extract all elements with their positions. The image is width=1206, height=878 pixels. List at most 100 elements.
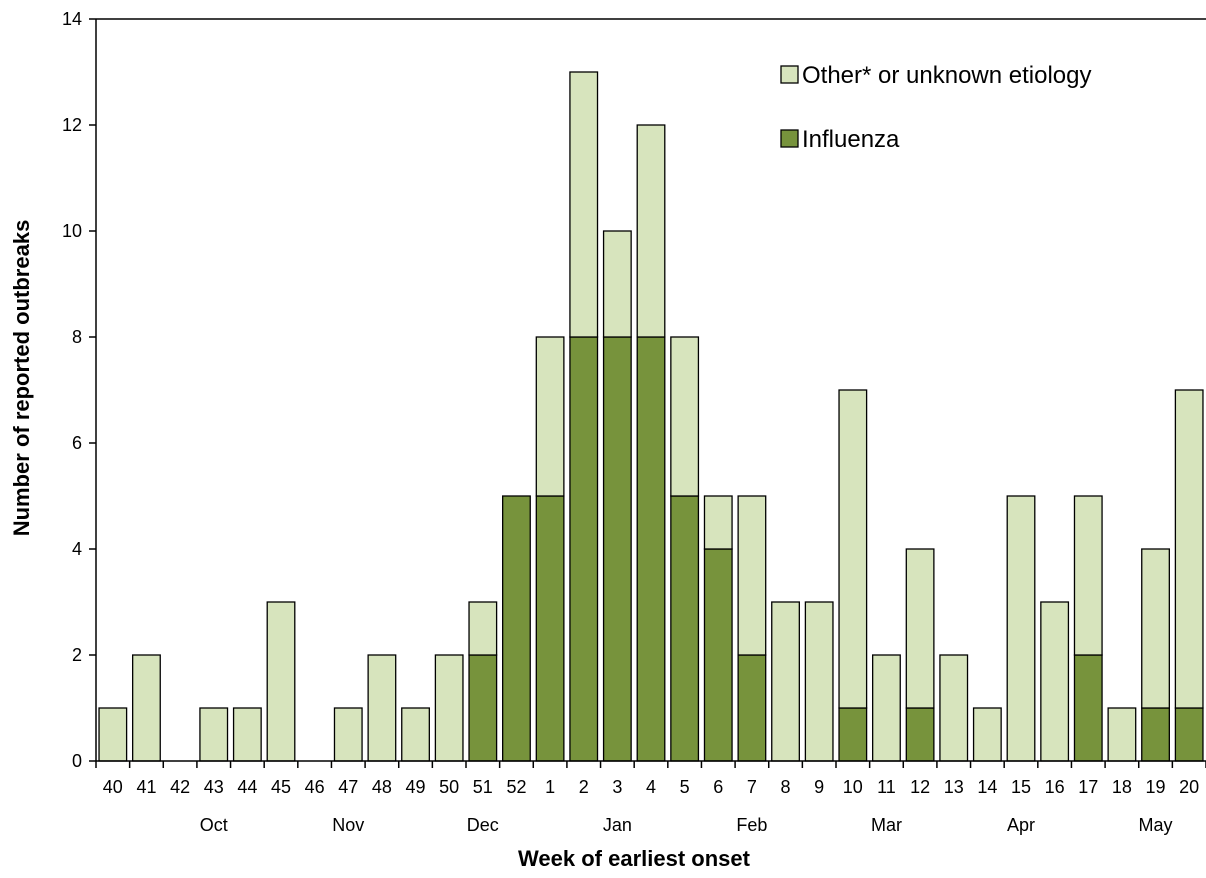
bar-other-week-44 [232, 707, 262, 762]
x-tick-label-52: 52 [506, 777, 526, 797]
bar-other-week-12 [905, 548, 935, 709]
x-tick-label-42: 42 [170, 777, 190, 797]
axes-group [95, 18, 1206, 762]
bar-influenza-week-2 [569, 336, 599, 762]
bar-influenza-week-51 [468, 654, 498, 762]
bars-group [98, 71, 1204, 762]
y-tick-label-2: 2 [72, 645, 82, 665]
x-tick-label-41: 41 [136, 777, 156, 797]
bar-other-week-48 [367, 654, 397, 762]
legend-swatch-influenza [780, 129, 799, 148]
bar-influenza-week-10 [838, 707, 868, 762]
y-tick-label-8: 8 [72, 327, 82, 347]
bar-influenza-week-12 [905, 707, 935, 762]
bar-other-week-51 [468, 601, 498, 656]
x-tick-label-8: 8 [781, 777, 791, 797]
x-tick-label-16: 16 [1045, 777, 1065, 797]
bar-influenza-week-1 [535, 495, 565, 762]
x-tick-label-15: 15 [1011, 777, 1031, 797]
x-tick-label-14: 14 [977, 777, 997, 797]
x-tick-label-51: 51 [473, 777, 493, 797]
bar-other-week-20 [1174, 389, 1204, 709]
bar-other-week-14 [972, 707, 1002, 762]
month-label-feb: Feb [736, 815, 767, 835]
bar-other-week-13 [939, 654, 969, 762]
y-tick-label-6: 6 [72, 433, 82, 453]
bar-influenza-week-5 [670, 495, 700, 762]
bar-influenza-week-4 [636, 336, 666, 762]
month-label-nov: Nov [332, 815, 364, 835]
y-axis-title: Number of reported outbreaks [9, 220, 34, 537]
x-tick-label-3: 3 [612, 777, 622, 797]
x-tick-label-47: 47 [338, 777, 358, 797]
x-tick-label-13: 13 [944, 777, 964, 797]
bar-other-week-19 [1141, 548, 1170, 709]
bar-other-week-6 [703, 495, 733, 550]
bar-other-week-4 [636, 124, 666, 338]
month-label-jan: Jan [603, 815, 632, 835]
legend-label-other: Other* or unknown etiology [802, 62, 1092, 89]
bar-other-week-43 [199, 707, 229, 762]
bar-other-week-7 [737, 495, 767, 656]
y-tick-label-0: 0 [72, 751, 82, 771]
y-tick-label-10: 10 [62, 221, 82, 241]
month-label-dec: Dec [467, 815, 499, 835]
x-tick-label-48: 48 [372, 777, 392, 797]
bar-influenza-week-7 [737, 654, 767, 762]
month-label-may: May [1139, 815, 1173, 835]
x-tick-label-1: 1 [545, 777, 555, 797]
bar-other-week-9 [804, 601, 834, 762]
bar-influenza-week-52 [502, 495, 531, 762]
bar-other-week-1 [535, 336, 565, 497]
x-tick-label-7: 7 [747, 777, 757, 797]
x-tick-label-9: 9 [814, 777, 824, 797]
bar-other-week-17 [1073, 495, 1103, 656]
bar-other-week-15 [1006, 495, 1036, 762]
y-tick-label-14: 14 [62, 9, 82, 29]
bar-other-week-3 [602, 230, 632, 338]
x-tick-label-12: 12 [910, 777, 930, 797]
x-tick-label-18: 18 [1112, 777, 1132, 797]
bar-influenza-week-3 [602, 336, 632, 762]
legend-swatch-other [780, 65, 799, 84]
bar-other-week-47 [333, 707, 363, 762]
x-tick-label-46: 46 [305, 777, 325, 797]
x-tick-label-17: 17 [1078, 777, 1098, 797]
x-axis-title: Week of earliest onset [518, 846, 751, 871]
x-tick-label-5: 5 [680, 777, 690, 797]
month-label-apr: Apr [1007, 815, 1035, 835]
bar-other-week-41 [132, 654, 161, 762]
bar-influenza-week-19 [1141, 707, 1170, 762]
bar-influenza-week-17 [1073, 654, 1103, 762]
bar-other-week-8 [771, 601, 800, 762]
x-tick-label-50: 50 [439, 777, 459, 797]
bar-other-week-18 [1107, 707, 1137, 762]
x-tick-label-6: 6 [713, 777, 723, 797]
bar-other-week-5 [670, 336, 700, 497]
x-tick-label-19: 19 [1146, 777, 1166, 797]
bar-other-week-50 [434, 654, 464, 762]
bar-influenza-week-6 [703, 548, 733, 762]
bar-other-week-10 [838, 389, 868, 709]
bar-other-week-16 [1040, 601, 1070, 762]
x-tick-label-43: 43 [204, 777, 224, 797]
month-label-oct: Oct [200, 815, 228, 835]
y-tick-label-12: 12 [62, 115, 82, 135]
x-tick-label-10: 10 [843, 777, 863, 797]
x-tick-label-49: 49 [406, 777, 426, 797]
x-tick-label-45: 45 [271, 777, 291, 797]
x-tick-label-40: 40 [103, 777, 123, 797]
bar-other-week-40 [98, 707, 128, 762]
y-tick-label-4: 4 [72, 539, 82, 559]
x-tick-label-11: 11 [877, 777, 896, 797]
legend: Other* or unknown etiology Influenza [780, 62, 1092, 153]
bar-influenza-week-20 [1174, 707, 1204, 762]
x-tick-label-2: 2 [579, 777, 589, 797]
x-tick-label-44: 44 [237, 777, 257, 797]
legend-label-influenza: Influenza [802, 126, 900, 153]
x-tick-label-20: 20 [1179, 777, 1199, 797]
bar-other-week-45 [266, 601, 296, 762]
month-label-mar: Mar [871, 815, 902, 835]
